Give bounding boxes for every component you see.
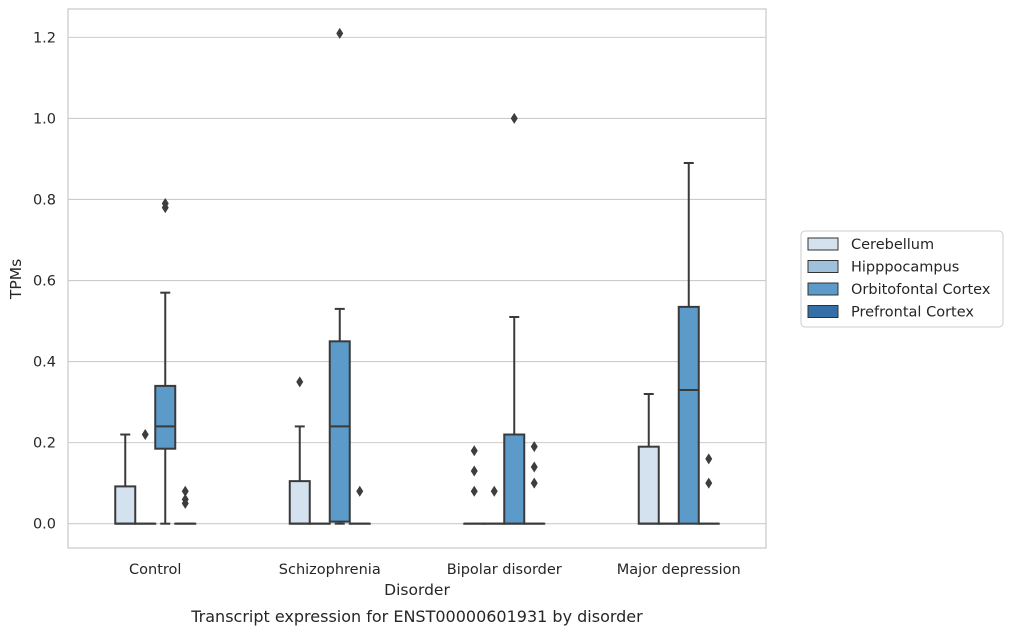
outlier-point — [336, 27, 344, 39]
chart-caption: Transcript expression for ENST0000060193… — [190, 607, 643, 626]
legend-swatch — [807, 237, 839, 251]
box-plot — [328, 27, 351, 525]
box-plot — [503, 112, 526, 525]
box-series — [114, 27, 720, 525]
x-tick-label: Schizophrenia — [279, 562, 381, 578]
legend-item: Cerebellum — [807, 237, 934, 253]
x-tick-label: Major depression — [617, 562, 741, 578]
legend-item: Orbitofontal Cortex — [807, 282, 991, 298]
x-axis-label: Disorder — [384, 581, 450, 599]
box-iqr — [114, 485, 137, 525]
box-iqr — [328, 340, 351, 523]
outlier-point — [141, 429, 149, 441]
box-iqr — [637, 445, 660, 525]
outlier-point — [705, 477, 713, 489]
y-tick-label: 0.6 — [33, 274, 56, 290]
outlier-point — [705, 453, 713, 465]
legend-swatch — [807, 305, 839, 318]
plot-frame — [67, 8, 767, 549]
legend: Cerebellum Hipppocampus Orbitofontal Corte… — [800, 230, 1004, 328]
outlier-point — [470, 465, 478, 477]
x-tick-label: Control — [129, 562, 181, 578]
outlier-point — [470, 445, 478, 457]
box-plot — [523, 441, 546, 525]
x-tick-label: Bipolar disorder — [447, 562, 562, 578]
outlier-point — [530, 441, 538, 453]
box-plot — [134, 429, 157, 525]
y-axis-label: TPMs — [7, 259, 25, 300]
legend-label: Hipppocampus — [851, 260, 959, 276]
legend-item: Prefrontal Cortex — [807, 305, 974, 321]
y-tick-label: 0.4 — [33, 355, 56, 371]
outlier-point — [296, 376, 304, 388]
box-iqr — [154, 384, 177, 450]
box-iqr — [288, 480, 311, 525]
series-prefrontal-cortex — [174, 441, 720, 525]
legend-label: Orbitofontal Cortex — [851, 282, 991, 298]
y-tick-label: 1.0 — [33, 111, 56, 127]
outlier-point — [530, 477, 538, 489]
box-plot — [677, 162, 700, 525]
box-plot — [348, 485, 371, 525]
box-plot — [174, 485, 197, 525]
outlier-point — [181, 497, 189, 509]
outlier-point — [181, 485, 189, 497]
outlier-point — [161, 198, 169, 210]
y-tick-label: 1.2 — [33, 30, 56, 46]
outlier-point — [490, 485, 498, 497]
box-plot — [637, 393, 660, 525]
legend-item: Hipppocampus — [807, 260, 959, 276]
series-cerebellum — [114, 376, 660, 525]
legend-items: Cerebellum Hipppocampus Orbitofontal Corte… — [807, 237, 991, 321]
outlier-point — [510, 112, 518, 124]
series-orbitofontal-cortex — [154, 27, 700, 525]
legend-swatch — [807, 260, 839, 273]
legend-frame — [800, 230, 1004, 328]
box-iqr — [677, 305, 700, 525]
y-tick-label: 0.2 — [33, 436, 56, 452]
outlier-point — [356, 485, 364, 497]
legend-label: Prefrontal Cortex — [851, 305, 974, 321]
box-iqr — [503, 433, 526, 525]
box-plot — [463, 445, 486, 525]
legend-swatch — [807, 282, 839, 296]
box-plot — [288, 376, 311, 525]
box-plot — [114, 433, 137, 525]
y-tick-label: 0.0 — [33, 517, 56, 533]
y-tick-label: 0.8 — [33, 192, 56, 208]
outlier-point — [470, 485, 478, 497]
x-tick-labels: Control Schizophrenia Bipolar disorder Majo… — [129, 562, 741, 578]
box-plot — [154, 198, 177, 525]
legend-label: Cerebellum — [851, 237, 934, 253]
outlier-point — [530, 461, 538, 473]
y-tick-labels: 0.0 0.2 0.4 0.6 0.8 1.0 1.2 — [33, 30, 56, 532]
box-plot — [697, 453, 720, 525]
